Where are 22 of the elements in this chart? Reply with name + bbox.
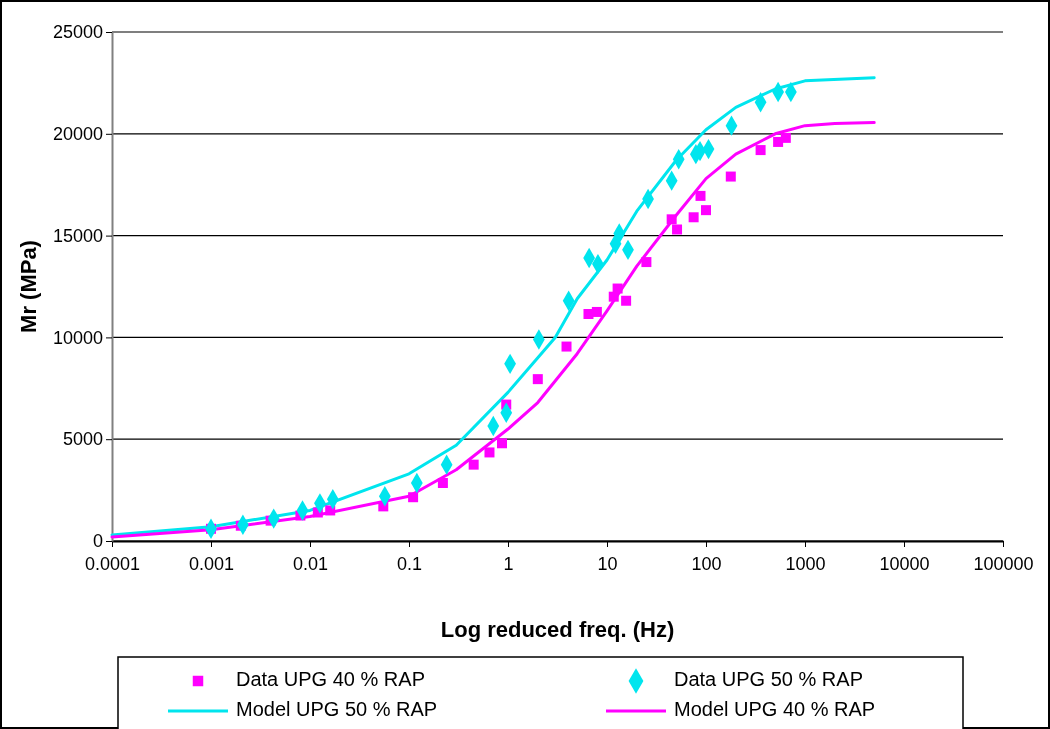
y-tick-label: 0 xyxy=(92,531,103,552)
legend-label: Data UPG 50 % RAP xyxy=(674,668,863,691)
y-tick-label: 20000 xyxy=(52,124,103,145)
x-tick-label: 0.01 xyxy=(292,553,329,574)
y-tick-label: 10000 xyxy=(52,327,103,348)
x-axis-title: Log reduced freq. (Hz) xyxy=(440,617,675,642)
x-tick-label: 100 xyxy=(691,553,722,574)
legend-label: Data UPG 40 % RAP xyxy=(236,668,425,691)
legend-label: Model UPG 50 % RAP xyxy=(236,698,438,721)
x-tick-label: 0.0001 xyxy=(84,553,141,574)
x-tick-label: 0.001 xyxy=(188,553,235,574)
x-tick-label: 100000 xyxy=(973,553,1034,574)
y-tick-label: 5000 xyxy=(62,429,103,450)
x-tick-label: 10 xyxy=(597,553,618,574)
x-tick-label: 10000 xyxy=(879,553,930,574)
x-tick-label: 0.1 xyxy=(396,553,423,574)
x-tick-label: 1000 xyxy=(785,553,826,574)
y-tick-label: 25000 xyxy=(52,22,103,43)
y-axis-title: Mr (MPa) xyxy=(16,240,41,333)
x-tick-label: 1 xyxy=(503,553,514,574)
legend-label: Model UPG 40 % RAP xyxy=(674,698,876,721)
y-tick-label: 15000 xyxy=(52,225,103,246)
